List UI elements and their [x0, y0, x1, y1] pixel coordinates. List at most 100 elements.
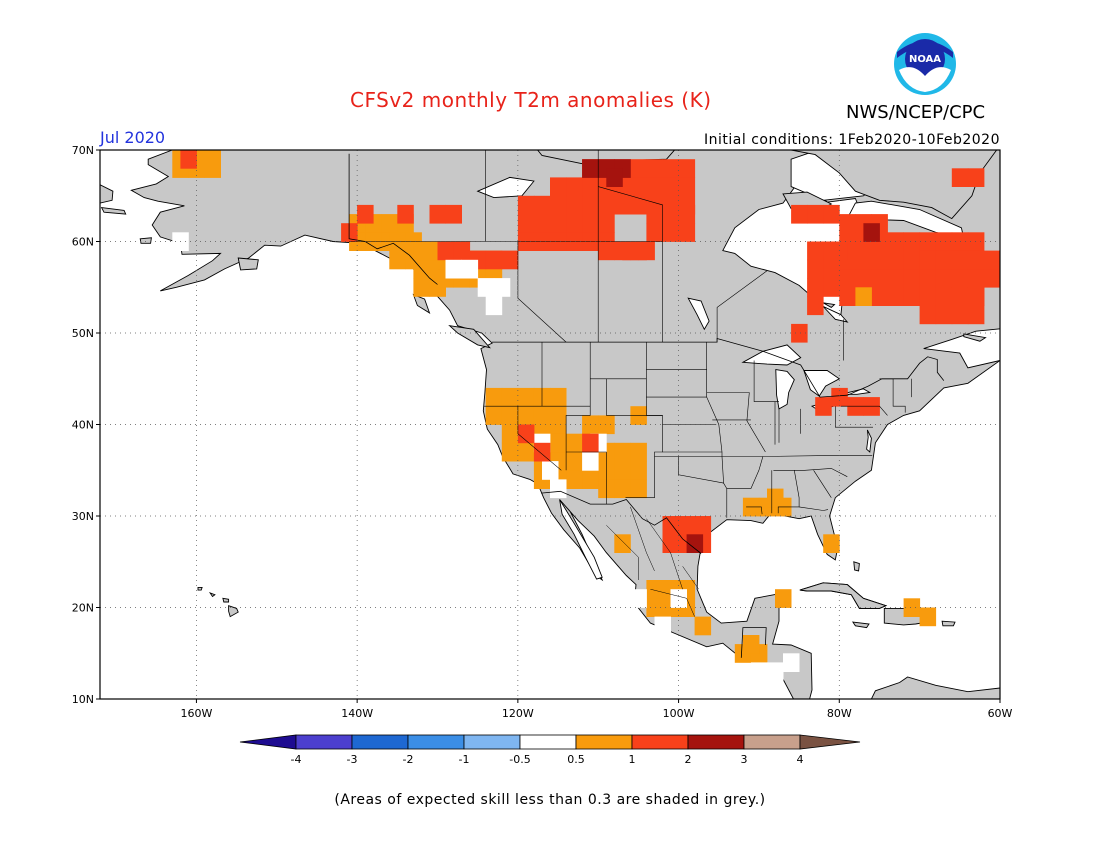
anomaly-cell	[550, 387, 567, 407]
anomaly-cell	[517, 406, 535, 425]
anomaly-cell	[582, 150, 599, 151]
anomaly-cell	[767, 488, 784, 508]
anomaly-cell	[630, 589, 647, 608]
puerto-rico-land	[941, 620, 956, 627]
anomaly-cell	[903, 598, 921, 617]
anomaly-cell	[501, 406, 519, 425]
anomaly-cell	[967, 268, 985, 288]
state-boundary	[799, 506, 829, 511]
anomaly-cell	[662, 223, 679, 242]
lake-winnipeg	[687, 297, 710, 331]
us-mexico-border	[541, 490, 702, 554]
anomaly-cell	[951, 305, 969, 325]
great-bear-lake	[476, 176, 535, 199]
anomaly-cell	[566, 177, 583, 197]
colorbar-swatch	[519, 734, 577, 750]
colorbar-low-arrow	[239, 734, 297, 750]
colorbar-tick-label: -4	[291, 753, 302, 766]
anomaly-cell	[582, 433, 599, 453]
colorbar-high-arrow	[799, 734, 861, 750]
anomaly-cell	[598, 150, 615, 151]
anomaly-cell	[791, 323, 808, 343]
anomaly-cell	[517, 214, 535, 233]
mexico-state-boundary	[682, 566, 699, 590]
venezuela-land	[870, 676, 1000, 699]
jamaica-land	[851, 621, 870, 629]
colorbar-tick-label: -2	[403, 753, 414, 766]
colorbar-tick-label: -1	[459, 753, 470, 766]
anomaly-cell	[919, 268, 937, 288]
anomaly-cell	[903, 232, 921, 251]
anomaly-cell	[967, 232, 985, 251]
anomaly-cell	[823, 204, 840, 224]
anomaly-cell	[694, 516, 712, 535]
anomaly-cell	[887, 287, 904, 306]
anomaly-cell	[823, 278, 840, 297]
anomaly-cell	[598, 241, 615, 261]
latitude-label: 70N	[72, 144, 94, 157]
anomaly-cell	[935, 250, 953, 270]
anomaly-cell	[485, 387, 503, 407]
anomaly-cell	[742, 635, 760, 654]
anomaly-cell	[437, 241, 454, 261]
anomaly-cell	[871, 250, 888, 270]
anomaly-cell	[204, 159, 221, 178]
graticule	[100, 150, 1000, 699]
anomaly-cell	[678, 204, 696, 224]
anomaly-cell	[855, 287, 872, 306]
anomaly-cell	[967, 250, 985, 270]
anomaly-cell	[951, 168, 969, 187]
anomaly-cell	[807, 259, 824, 279]
anomaly-cell	[413, 278, 430, 297]
alaska-canada-border	[348, 153, 438, 285]
anomaly-cell	[887, 250, 904, 270]
latitude-label: 20N	[72, 602, 94, 615]
anomaly-cell	[397, 204, 414, 224]
anomaly-cell	[566, 214, 583, 233]
anomaly-cell	[614, 195, 631, 215]
anomaly-cell	[887, 268, 904, 288]
anomaly-cell	[550, 406, 567, 425]
state-boundary	[706, 342, 728, 518]
anomaly-cell	[582, 214, 599, 233]
anomaly-cell	[935, 268, 953, 288]
mexico-guatemala-border	[740, 627, 767, 658]
anomaly-cell	[630, 442, 647, 462]
anomaly-cell	[646, 150, 663, 151]
initial-conditions: Initial conditions: 1Feb2020-10Feb2020	[704, 132, 1000, 148]
colorbar-swatch	[631, 734, 689, 750]
state-boundary	[879, 378, 906, 413]
anomaly-cell	[614, 442, 631, 462]
anomaly-cell	[485, 250, 503, 270]
anomaly-cell	[413, 241, 430, 261]
hudson-strait	[846, 200, 965, 240]
anomaly-cell	[935, 232, 953, 251]
anomaly-cell	[582, 159, 599, 178]
colorbar-tick-label: -3	[347, 753, 358, 766]
province-boundary	[716, 270, 768, 343]
hawaii-kauai	[197, 586, 203, 591]
colorbar-swatch	[575, 734, 633, 750]
chukotka-land	[100, 184, 114, 204]
anomaly-cell	[678, 159, 696, 178]
anomaly-cell	[582, 452, 599, 471]
anomaly-cell	[903, 287, 921, 306]
anomaly-cell	[839, 214, 856, 233]
anomaly-cell	[983, 250, 1000, 270]
state-boundary	[773, 468, 848, 477]
anomaly-cell	[807, 278, 824, 297]
anomaly-cell	[855, 268, 872, 288]
anomaly-cell	[951, 250, 969, 270]
latitude-label: 30N	[72, 510, 94, 523]
colorbar-tick-label: 0.5	[567, 753, 585, 766]
hawaii-big-island	[228, 605, 239, 618]
anomaly-cell	[951, 268, 969, 288]
anomaly-cell	[501, 250, 519, 270]
chesapeake-bay	[866, 429, 872, 453]
anomaly-cell	[598, 195, 615, 215]
cuba-land	[799, 582, 888, 609]
anomaly-cell	[670, 589, 687, 608]
valid-period: Jul 2020	[100, 128, 166, 147]
anomaly-cell	[517, 424, 535, 444]
province-boundary	[598, 186, 663, 242]
